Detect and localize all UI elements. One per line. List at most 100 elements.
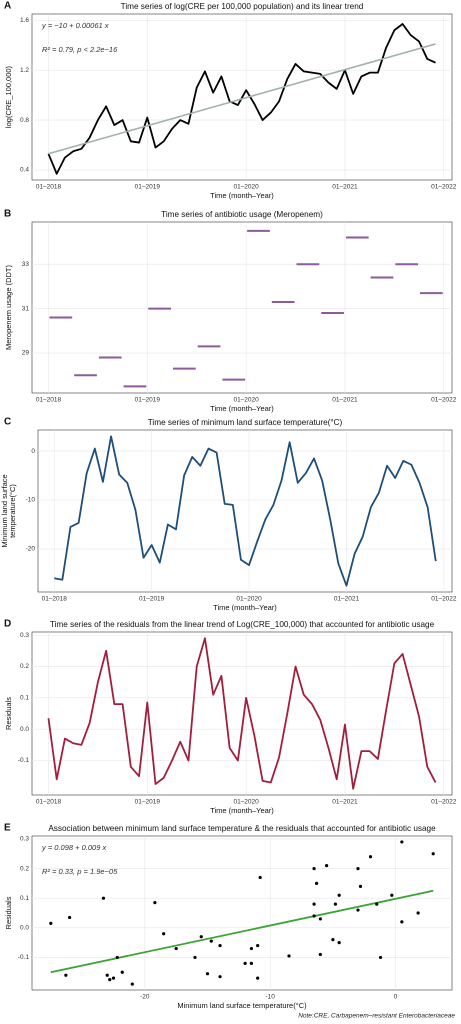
note: Note:CRE, Carbapenem–resistant Enterobac… — [298, 1013, 455, 1020]
y-axis-label: Residuals — [4, 896, 13, 929]
x-axis-label: Time (month–Year) — [210, 806, 274, 815]
annotation: R² = 0.79, p < 2.2e−16 — [42, 45, 118, 54]
series-line — [54, 435, 437, 587]
point — [205, 972, 210, 976]
panel-letter: C — [4, 417, 11, 428]
y-tick-label: 0.2 — [20, 663, 29, 670]
x-tick-label: 01–2021 — [334, 596, 360, 603]
x-tick-label: 01–2020 — [236, 596, 262, 603]
plot-background — [31, 631, 453, 796]
x-tick-label: 01–2018 — [36, 799, 62, 806]
plot-background — [31, 835, 453, 991]
annotation: y = 0.098 + 0.009 x — [41, 843, 106, 852]
y-axis-label: temperature(°C) — [8, 484, 17, 538]
point — [256, 976, 260, 980]
x-tick-label: 01–2018 — [36, 184, 62, 191]
point — [111, 976, 116, 980]
chart-title: Association between minimum land surface… — [48, 824, 436, 833]
y-tick-label: 33 — [22, 261, 30, 268]
point — [333, 902, 338, 906]
annotation: R² = 0.33, p = 1.9e−05 — [42, 867, 118, 876]
y-tick-label: 0.1 — [20, 895, 29, 902]
plot-background — [37, 429, 453, 593]
point — [199, 935, 203, 939]
y-tick-label: -0.1 — [18, 757, 30, 764]
x-tick-label: 01–2021 — [332, 397, 358, 404]
y-axis-label: log(CRE_100,000) — [4, 65, 13, 128]
point — [378, 955, 383, 960]
y-tick-label: 0.4 — [20, 167, 29, 174]
point — [287, 954, 291, 958]
point — [356, 908, 360, 912]
point — [153, 901, 157, 905]
point — [258, 875, 262, 880]
x-tick-label: 01–2019 — [135, 799, 161, 806]
x-tick-label: 01–2020 — [233, 184, 259, 191]
point — [218, 943, 222, 948]
x-tick-label: 01–2019 — [135, 397, 161, 404]
plot-background — [31, 221, 453, 394]
point — [331, 938, 335, 942]
y-tick-label: 29 — [22, 350, 30, 357]
point — [49, 921, 53, 925]
x-axis-label: Time (month–Year) — [210, 191, 274, 200]
series-line — [47, 637, 437, 790]
point — [243, 961, 247, 965]
point — [256, 943, 260, 948]
panel-letter: D — [4, 619, 11, 630]
point — [318, 952, 322, 957]
y-tick-label: 0.3 — [20, 632, 29, 639]
x-tick-label: 01–2021 — [332, 184, 358, 191]
point — [431, 852, 435, 856]
x-tick-label: 01–2021 — [332, 799, 358, 806]
panel-letter: A — [4, 1, 11, 12]
point — [358, 884, 363, 888]
y-axis-label: Minimum land surface — [0, 474, 9, 547]
point — [105, 973, 109, 977]
point — [390, 893, 394, 897]
point — [218, 975, 222, 979]
chart-title: Time series of log(CRE per 100,000 popul… — [121, 2, 364, 11]
point — [209, 939, 213, 943]
point — [162, 932, 166, 936]
point — [337, 893, 341, 897]
point — [356, 866, 360, 871]
point — [249, 961, 254, 965]
point — [314, 881, 319, 885]
panel-letter: E — [4, 823, 11, 834]
point — [312, 866, 316, 871]
point — [101, 896, 106, 900]
point — [368, 855, 373, 859]
y-tick-label: 0.1 — [20, 695, 29, 702]
point — [174, 946, 178, 951]
x-tick-label: 01–2022 — [431, 596, 457, 603]
chart-title: Time series of the residuals from the li… — [50, 620, 435, 629]
point — [400, 840, 404, 844]
point — [64, 973, 68, 977]
x-tick-label: 01–2018 — [36, 397, 62, 404]
y-tick-label: 0.3 — [20, 836, 29, 843]
x-axis-label: Time (month–Year) — [213, 603, 277, 612]
y-tick-label: 1.6 — [20, 17, 29, 24]
x-tick-label: 01–2018 — [42, 596, 68, 603]
x-tick-label: 01–2019 — [139, 596, 165, 603]
x-tick-label: 01–2020 — [233, 799, 259, 806]
y-tick-label: 0.2 — [20, 865, 29, 872]
x-tick-label: -10 — [266, 994, 276, 1001]
point — [130, 982, 134, 986]
y-tick-label: 0.8 — [20, 117, 29, 124]
point — [68, 915, 72, 920]
point — [249, 946, 254, 951]
x-axis-label: Time (month–Year) — [210, 404, 274, 413]
panel-letter: B — [4, 209, 11, 220]
y-tick-label: 31 — [22, 305, 30, 312]
y-tick-label: 0 — [31, 448, 35, 455]
point — [318, 917, 322, 921]
chart-title: Time series of minimum land surface temp… — [148, 418, 343, 427]
y-tick-label: -20 — [26, 546, 36, 553]
point — [312, 902, 316, 906]
annotation: y = −10 + 0.00061 x — [41, 21, 109, 30]
y-axis-label: Meropenem usage (DDT) — [4, 264, 13, 350]
point — [416, 911, 420, 915]
